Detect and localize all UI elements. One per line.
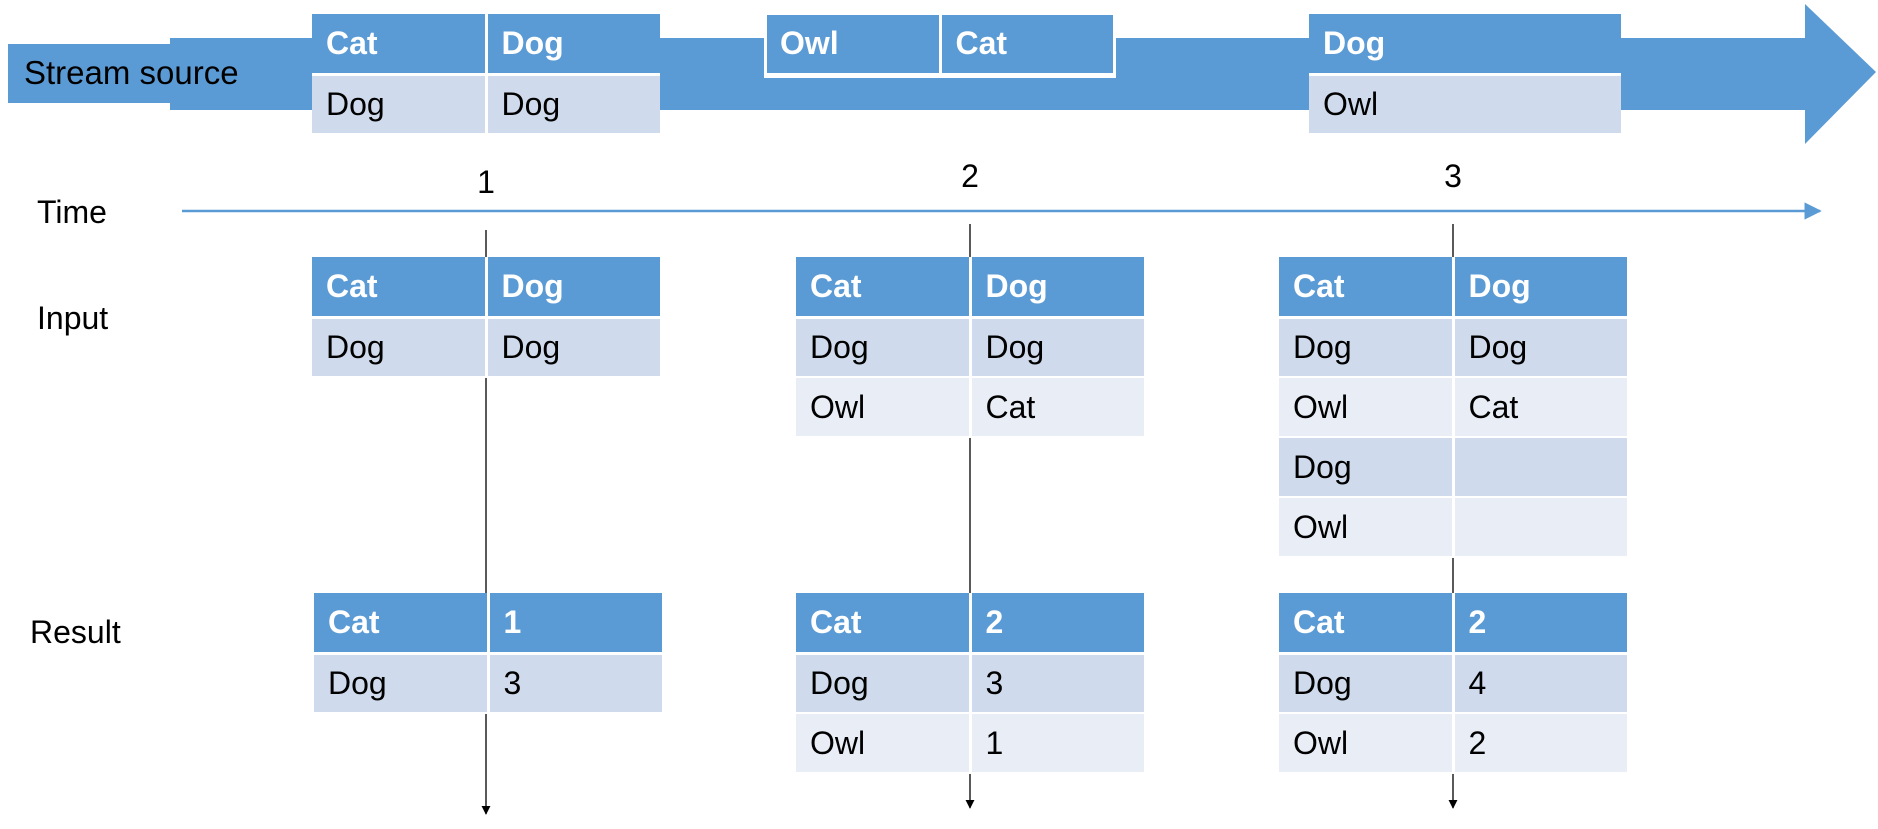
table-cell: Dog [312,74,488,135]
table-cell: Owl [1279,377,1455,438]
table-cell: Dog [486,317,660,378]
input-table-3: Cat Dog Dog Dog Owl Cat Dog Owl [1279,257,1627,558]
result-label: Result [30,614,121,650]
table-cell: Dog [796,317,972,378]
result-table-1: Cat 1 Dog 3 [314,593,662,714]
table-header-row: Cat Dog [312,257,660,319]
result-table-2: Cat 2 Dog 3 Owl 1 [796,593,1144,774]
trigger-number-2: 2 [961,158,979,194]
stream-batch-3: Dog Owl [1309,14,1621,135]
table-header-row: Cat 2 [1279,593,1627,655]
table-cell: Dog [314,653,490,714]
table-cell: Dog [1279,437,1455,498]
stream-batch-1: Cat Dog Dog Dog [312,14,660,135]
table-cell: Cat [796,593,972,655]
table-header-row: Cat Dog [796,257,1144,319]
table-cell: Cat [1279,593,1455,655]
table-row: Dog 3 [314,653,662,714]
table-cell: Cat [1279,257,1455,319]
trigger-number-1: 1 [477,164,495,200]
table-cell [1453,437,1627,498]
table-cell: Owl [1279,497,1455,558]
input-label: Input [37,300,109,336]
table-cell: 4 [1453,653,1627,714]
table-cell [1453,497,1627,558]
table-cell: Dog [1453,257,1627,319]
table-cell: Dog [1279,317,1455,378]
table-row: Owl [1309,74,1621,135]
trigger-number-3: 3 [1444,158,1462,194]
table-row: Owl Cat [796,377,1144,438]
table-row: Dog 4 [1279,653,1627,714]
table-cell: Owl [766,14,942,76]
table-row: Dog Dog [796,317,1144,378]
table-cell: 2 [1453,593,1627,655]
table-cell: Owl [1309,74,1621,135]
table-cell: Dog [970,257,1144,319]
table-cell: Dog [970,317,1144,378]
table-header-row: Cat 1 [314,593,662,655]
stream-source-label: Stream source [24,54,239,91]
table-cell: 2 [1453,713,1627,774]
table-header-row: Cat Dog [1279,257,1627,319]
table-header-row: Dog [1309,14,1621,76]
table-header-row: Owl Cat [766,14,1114,76]
table-row: Dog 3 [796,653,1144,714]
table-cell: Owl [796,377,972,438]
table-cell: Dog [486,74,660,135]
table-row: Dog Dog [1279,317,1627,378]
table-cell: Cat [940,14,1114,76]
table-cell: Dog [1453,317,1627,378]
table-row: Owl 1 [796,713,1144,774]
table-cell: Dog [1309,14,1621,76]
table-cell: Cat [970,377,1144,438]
result-table-3: Cat 2 Dog 4 Owl 2 [1279,593,1627,774]
table-cell: Cat [312,14,488,76]
stream-batch-2: Owl Cat [764,12,1116,78]
table-cell: Dog [486,257,660,319]
table-cell: Dog [486,14,660,76]
table-cell: 3 [488,653,662,714]
table-cell: Cat [796,257,972,319]
table-cell: Cat [314,593,490,655]
table-header-row: Cat 2 [796,593,1144,655]
table-row: Dog Dog [312,317,660,378]
table-row: Owl Cat [1279,377,1627,438]
table-cell: Cat [1453,377,1627,438]
table-cell: 1 [488,593,662,655]
table-cell: Owl [796,713,972,774]
table-cell: Cat [312,257,488,319]
table-row: Dog [1279,437,1627,498]
input-table-1: Cat Dog Dog Dog [312,257,660,378]
table-header-row: Cat Dog [312,14,660,76]
time-label: Time [37,194,107,230]
table-row: Owl [1279,497,1627,558]
table-cell: 2 [970,593,1144,655]
table-cell: 1 [970,713,1144,774]
stream-source-box [8,44,170,103]
table-cell: Dog [1279,653,1455,714]
table-cell: Owl [1279,713,1455,774]
input-table-2: Cat Dog Dog Dog Owl Cat [796,257,1144,438]
table-row: Dog Dog [312,74,660,135]
table-row: Owl 2 [1279,713,1627,774]
table-cell: Dog [312,317,488,378]
table-cell: Dog [796,653,972,714]
table-cell: 3 [970,653,1144,714]
